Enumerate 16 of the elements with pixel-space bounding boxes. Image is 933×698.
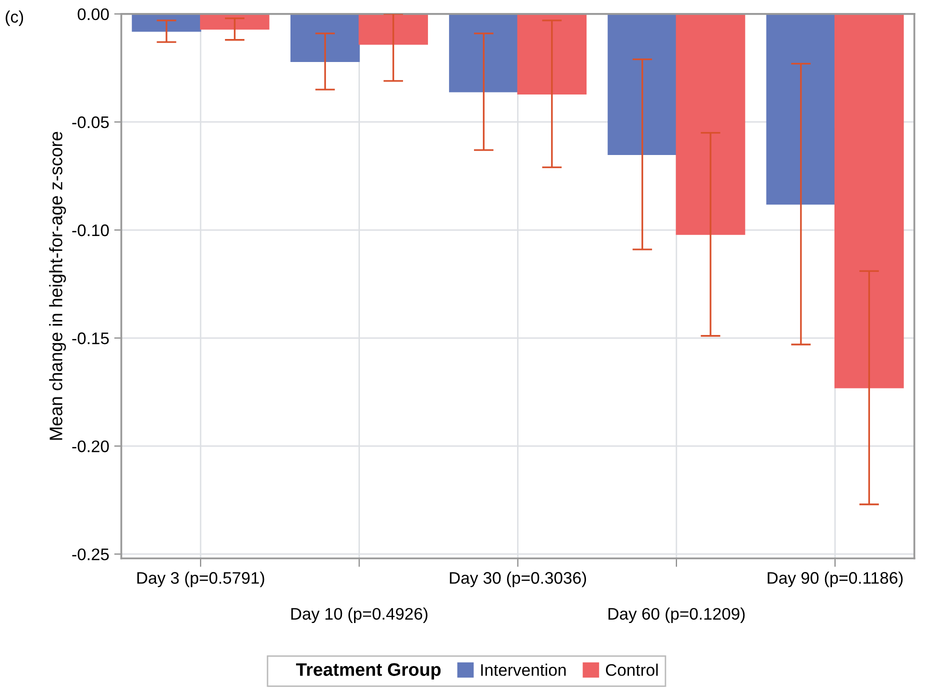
- text: (c): [6, 10, 24, 26]
- y-tick-label: -0.20: [72, 440, 109, 452]
- y-tick-label: 0.00: [78, 8, 109, 20]
- x-tick-label: Day 90 (p=0.1186): [768, 572, 903, 588]
- legend-label: Intervention: [481, 664, 566, 676]
- x-tick-label: Day 10 (p=0.4926): [291, 608, 428, 624]
- y-axis-title: Mean change in height-for-age z-score: [49, 132, 66, 440]
- y-tick-label: -0.25: [72, 548, 109, 560]
- legend-title: Treatment Group: [296, 663, 441, 680]
- x-tick-label: Day 30 (p=0.3036): [450, 572, 586, 588]
- y-tick-label: -0.10: [72, 224, 109, 236]
- legend-label: Control: [606, 664, 658, 676]
- y-tick-label: -0.15: [72, 332, 109, 344]
- y-tick-label: -0.05: [72, 116, 109, 128]
- x-tick-label: Day 3 (p=0.5791): [137, 572, 264, 588]
- x-tick-label: Day 60 (p=0.1209): [608, 608, 745, 624]
